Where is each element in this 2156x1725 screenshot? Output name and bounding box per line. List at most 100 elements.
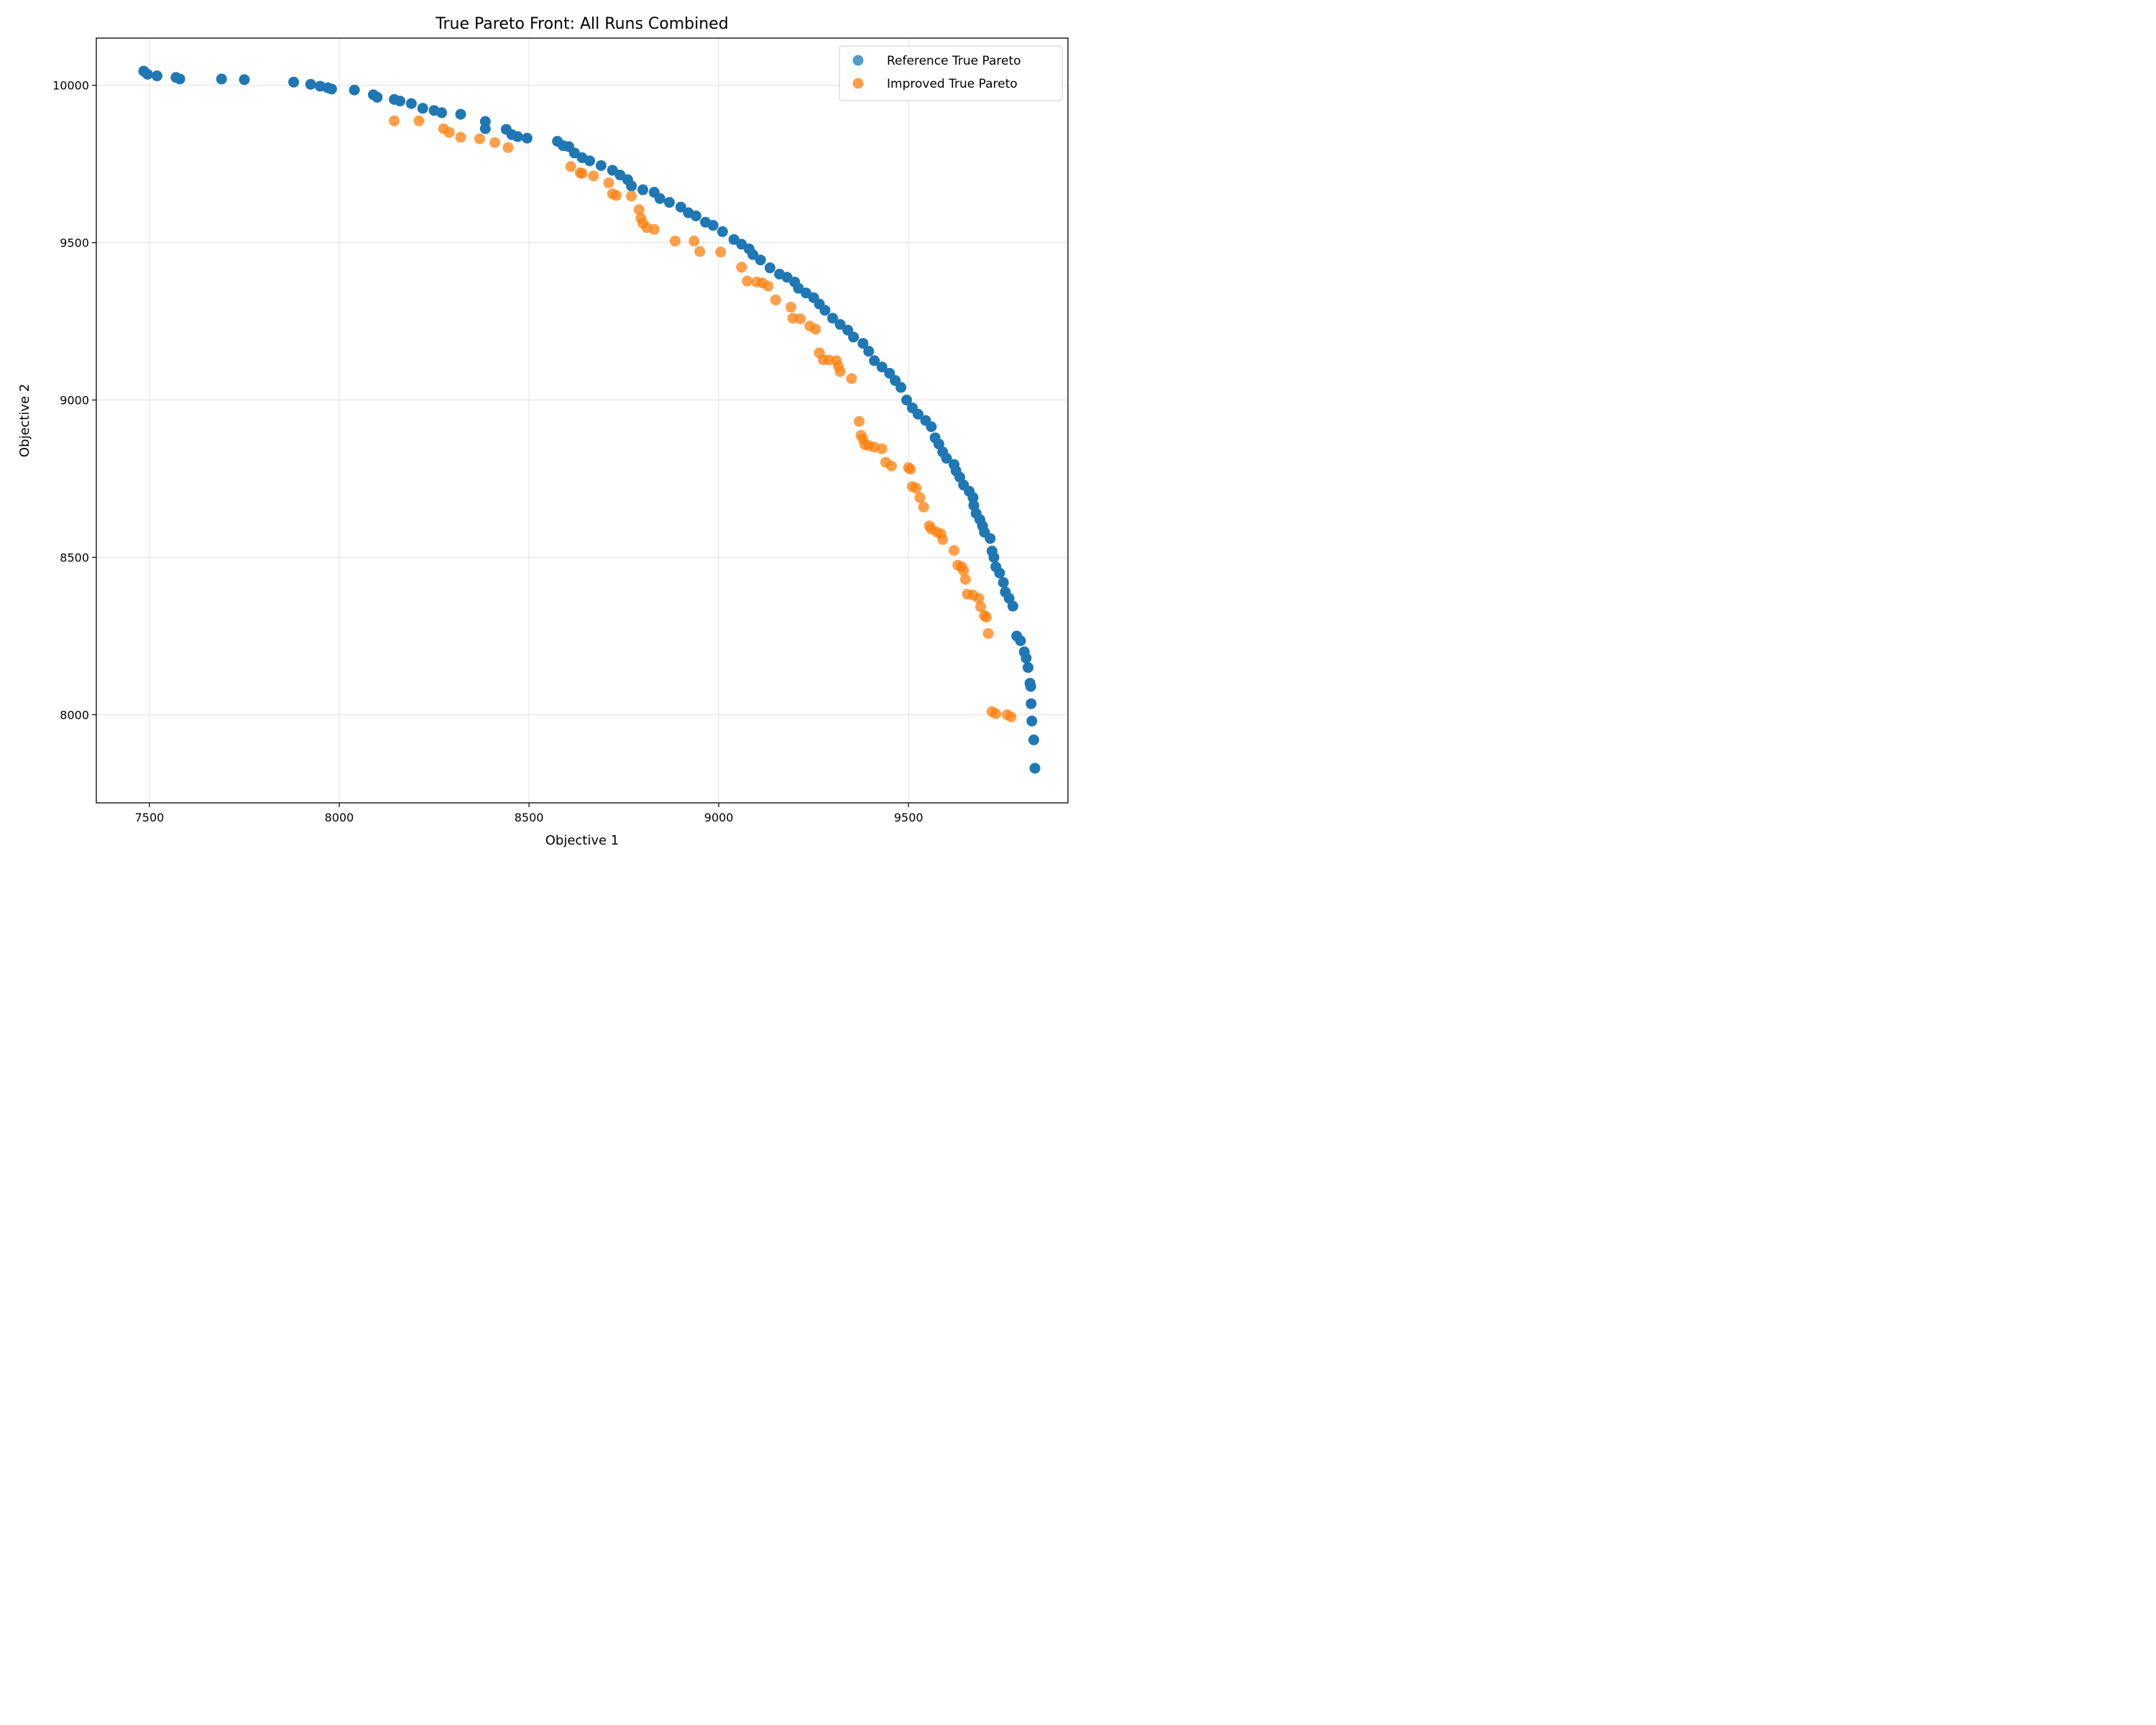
data-point [1015,635,1026,647]
legend-marker [852,78,864,89]
data-point [521,132,533,144]
data-point [288,76,300,88]
data-point [795,313,806,325]
data-point [584,155,596,167]
series-1 [138,65,1041,774]
data-point [1025,681,1036,692]
data-point [637,184,648,196]
data-point [654,193,665,204]
data-point [755,254,766,266]
data-point [717,226,728,237]
data-point [926,421,937,433]
data-point [941,453,952,464]
data-point [694,246,706,257]
data-point [988,551,1000,563]
chart: 7500 8000 8500 9000 9500 8000 8500 9000 9500 1000… [17,15,1069,848]
chart-title: True Pareto Front: All Runs Combined [435,15,728,33]
legend-label: Improved True Pareto [887,77,1018,91]
data-point [715,247,727,258]
data-point [967,492,979,503]
data-point [810,323,821,335]
data-point [502,142,514,153]
data-point [688,235,700,247]
data-point [305,78,316,90]
data-point [982,627,994,639]
plot-frame [96,37,1069,804]
data-point [857,338,869,349]
x-tick-label: 9000 [704,811,734,824]
data-point [827,313,839,324]
y-tick-label: 8000 [60,708,89,722]
data-point [998,576,1009,588]
data-point [973,592,985,604]
x-axis-label: Objective 1 [545,833,619,848]
data-point [914,492,926,503]
data-point [663,197,675,208]
legend: Reference True Pareto Improved True Paret… [839,45,1063,101]
data-point [885,460,897,472]
y-tick-label: 9500 [60,236,89,250]
data-point [1029,763,1041,774]
data-point [417,103,428,114]
data-point [603,177,614,188]
data-point [918,501,929,512]
data-point [669,235,681,247]
data-point [937,534,949,546]
data-point [876,362,888,373]
data-point [1026,698,1037,709]
data-point [455,132,466,143]
legend-marker [852,55,864,66]
data-point [959,574,971,585]
data-point [372,91,383,103]
legend-box [839,45,1063,101]
data-point [626,180,637,192]
data-point [958,565,969,576]
data-point [819,305,831,316]
data-point [565,161,576,172]
x-tick-label: 7500 [135,811,165,824]
data-point [905,464,916,475]
x-tick-label: 8000 [325,811,354,824]
axis-ticks: 7500 8000 8500 9000 9500 8000 8500 9000 9500 1000… [52,79,923,824]
data-point [443,126,455,138]
y-tick-label: 10000 [52,79,89,93]
data-points [138,65,1041,774]
data-point [742,275,753,287]
data-point [690,210,701,221]
data-point [764,262,775,274]
data-point [912,408,923,420]
data-point [707,220,719,231]
data-point [626,190,637,202]
data-point [648,224,660,235]
data-point [1026,715,1038,727]
data-point [911,482,922,494]
data-point [633,204,645,216]
data-point [239,74,250,86]
data-point [216,73,227,85]
data-point [834,318,846,330]
y-axis-label: Objective 2 [17,384,32,458]
data-point [975,601,987,612]
data-point [994,567,1005,579]
data-point [395,96,405,107]
data-point [588,170,599,182]
data-point [763,280,774,292]
data-point [489,137,501,148]
data-point [785,301,796,313]
data-point [980,612,992,623]
x-tick-label: 8500 [515,811,544,824]
data-point [895,382,907,393]
data-point [455,109,466,120]
data-point [349,84,360,96]
data-point [884,367,895,379]
data-point [474,133,485,144]
data-point [770,294,781,305]
data-point [326,83,337,95]
data-point [949,545,960,556]
data-point [985,533,996,544]
data-point [413,115,425,126]
data-point [1023,662,1034,673]
data-point [142,68,153,80]
data-point [848,331,860,343]
data-point [675,201,686,213]
